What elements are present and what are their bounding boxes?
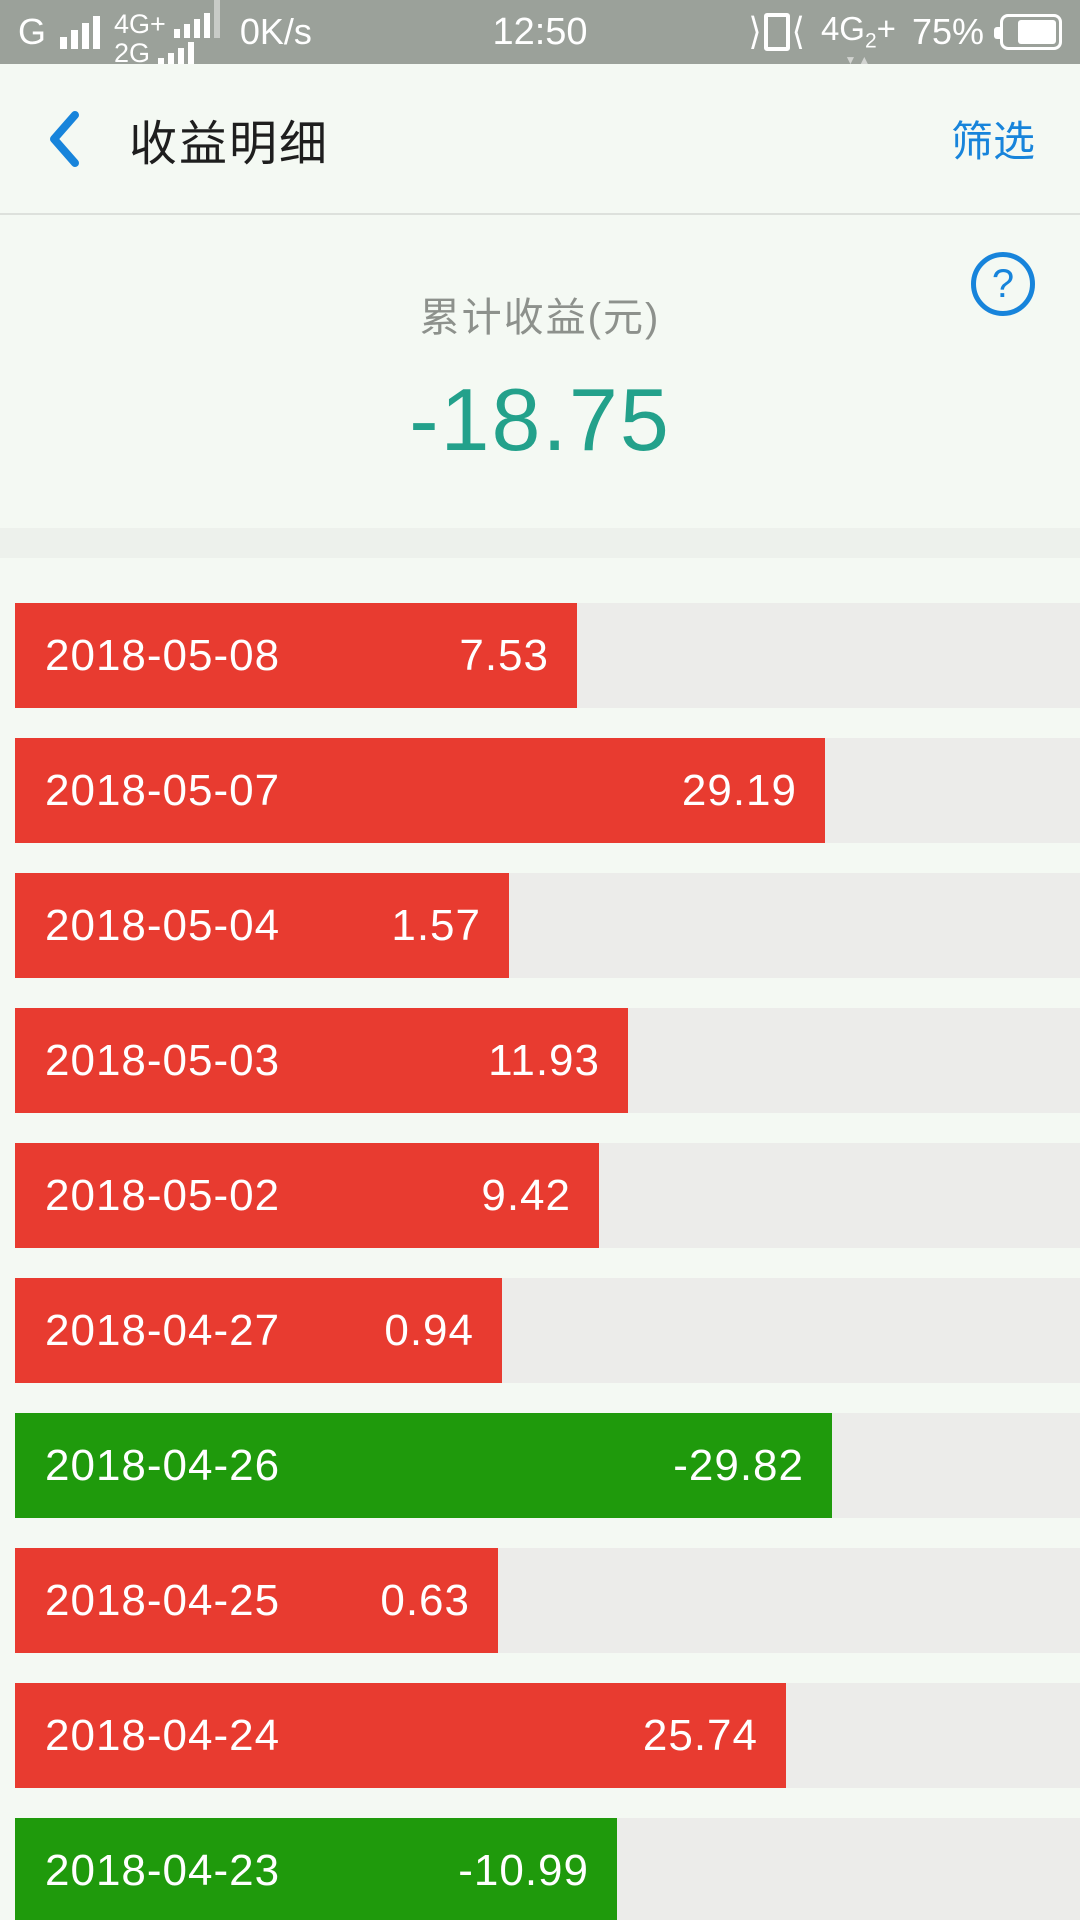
bar[interactable]: 2018-04-24 25.74 <box>15 1683 786 1788</box>
status-left-cluster: G 4G+ 2G 0K/s <box>18 0 312 67</box>
battery-percent-label: 75% <box>911 11 984 52</box>
bar-date-label: 2018-04-27 <box>45 1305 281 1355</box>
bar[interactable]: 2018-04-26 -29.82 <box>15 1413 832 1518</box>
status-bar: G 4G+ 2G 0K/s 12:50 ⟩ ⟨ 4G2+ <box>0 0 1080 67</box>
vibrate-icon: ⟩ ⟨ <box>748 11 805 53</box>
bar[interactable]: 2018-05-02 9.42 <box>15 1143 599 1248</box>
dual-sim-signal: 4G+ 2G <box>114 0 220 67</box>
bar[interactable]: 2018-04-25 0.63 <box>15 1548 498 1653</box>
bar-value-label: -29.82 <box>673 1440 804 1490</box>
network-speed-label: 0K/s <box>239 11 312 52</box>
bar[interactable]: 2018-05-03 11.93 <box>15 1008 628 1113</box>
table-row: 2018-05-07 29.19 <box>0 738 1080 843</box>
table-row: 2018-05-03 11.93 <box>0 1008 1080 1113</box>
bar[interactable]: 2018-05-07 29.19 <box>15 738 825 843</box>
bar[interactable]: 2018-05-08 7.53 <box>15 603 577 708</box>
battery-icon <box>994 14 1062 50</box>
bar-list: 2018-05-08 7.53 2018-05-07 29.19 2018-05… <box>0 603 1080 1920</box>
bar-value-label: -10.99 <box>458 1845 589 1895</box>
data-activity-icon: ▼▲ <box>844 52 873 67</box>
table-row: 2018-04-23 -10.99 <box>0 1818 1080 1920</box>
section-divider <box>0 528 1080 558</box>
bar-date-label: 2018-04-26 <box>45 1440 281 1490</box>
network-type-indicator: 4G2+ ▼▲ <box>820 10 896 67</box>
bar[interactable]: 2018-04-23 -10.99 <box>15 1818 617 1920</box>
bar-date-label: 2018-04-24 <box>45 1710 281 1760</box>
status-right-cluster: ⟩ ⟨ 4G2+ ▼▲ 75% <box>748 10 1062 67</box>
bar-value-label: 0.63 <box>380 1575 470 1625</box>
back-button[interactable] <box>45 64 115 213</box>
network-type-label-sim1: 4G+ <box>114 8 166 39</box>
bar-value-label: 29.19 <box>681 765 797 815</box>
bar-date-label: 2018-04-23 <box>45 1845 281 1895</box>
bar-date-label: 2018-05-08 <box>45 630 281 680</box>
carrier-badge: G <box>18 11 47 52</box>
bar-date-label: 2018-05-03 <box>45 1035 281 1085</box>
table-row: 2018-05-04 1.57 <box>0 873 1080 978</box>
help-button[interactable]: ? <box>971 252 1035 316</box>
page-title: 收益明细 <box>129 117 330 171</box>
bar-date-label: 2018-05-02 <box>45 1170 281 1220</box>
bar-value-label: 1.57 <box>391 900 481 950</box>
table-row: 2018-04-25 0.63 <box>0 1548 1080 1653</box>
bar-value-label: 7.53 <box>459 630 549 680</box>
summary-label: 累计收益(元) <box>419 296 661 340</box>
bar-value-label: 9.42 <box>481 1170 571 1220</box>
table-row: 2018-04-24 25.74 <box>0 1683 1080 1788</box>
total-value: -18.75 <box>409 370 671 469</box>
bar-value-label: 25.74 <box>642 1710 758 1760</box>
bar-date-label: 2018-04-25 <box>45 1575 281 1625</box>
signal-icon-sim1 <box>173 0 220 38</box>
table-row: 2018-04-26 -29.82 <box>0 1413 1080 1518</box>
table-row: 2018-05-08 7.53 <box>0 603 1080 708</box>
bar-value-label: 0.94 <box>384 1305 474 1355</box>
table-row: 2018-04-27 0.94 <box>0 1278 1080 1383</box>
bar[interactable]: 2018-05-04 1.57 <box>15 873 509 978</box>
question-icon: ? <box>991 262 1015 306</box>
back-chevron-icon <box>50 110 79 167</box>
bar-date-label: 2018-05-07 <box>45 765 281 815</box>
bar[interactable]: 2018-04-27 0.94 <box>15 1278 502 1383</box>
header: 收益明细 筛选 <box>0 64 1080 215</box>
bar-date-label: 2018-05-04 <box>45 900 281 950</box>
signal-icon-sim2 <box>158 41 195 67</box>
table-row: 2018-05-02 9.42 <box>0 1143 1080 1248</box>
network-type-label-sim2: 2G <box>114 37 151 68</box>
bar-value-label: 11.93 <box>488 1035 600 1085</box>
summary-section: 累计收益(元) -18.75 <box>0 217 1080 528</box>
signal-icon <box>60 15 101 49</box>
filter-button[interactable]: 筛选 <box>950 118 1035 165</box>
